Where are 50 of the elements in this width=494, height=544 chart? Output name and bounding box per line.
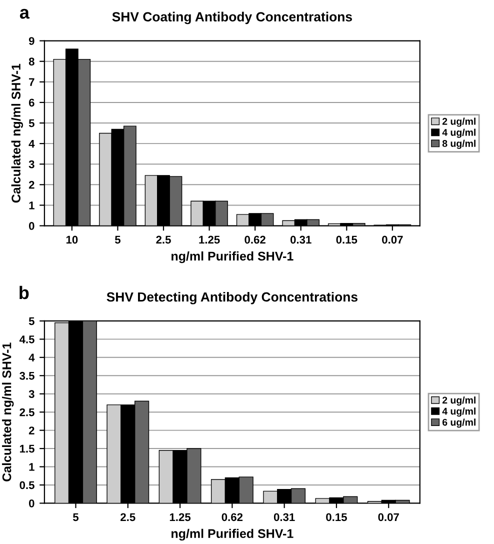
legend-label: 6 ug/ml bbox=[442, 418, 476, 428]
y-tick-label: 3.5 bbox=[20, 372, 34, 380]
chart-title: SHV Coating Antibody Concentrations bbox=[112, 12, 352, 24]
y-tick-label: 0 bbox=[29, 222, 34, 230]
x-tick-label: 0.07 bbox=[382, 236, 403, 244]
x-axis-title: ng/ml Purified SHV-1 bbox=[172, 528, 294, 541]
legend-label: 4 ug/ml bbox=[442, 128, 476, 138]
x-tick-label: 2.5 bbox=[156, 236, 171, 244]
y-tick-label: 1.5 bbox=[20, 444, 34, 453]
legend-label: 8 ug/ml bbox=[442, 140, 476, 149]
y-tick-label: 5 bbox=[28, 317, 34, 326]
x-tick-label: 0.15 bbox=[336, 236, 358, 244]
legend-label: 2 ug/ml bbox=[442, 118, 476, 127]
y-tick-label: 2 bbox=[28, 426, 34, 434]
text: b bbox=[20, 286, 29, 300]
y-tick-label: 1 bbox=[29, 202, 34, 210]
x-tick-label: 1.25 bbox=[170, 513, 191, 522]
x-tick-label: 2.5 bbox=[120, 513, 136, 522]
y-tick-label: 7 bbox=[29, 78, 34, 86]
x-tick-label: 5 bbox=[73, 513, 79, 522]
y-tick-label: 6 bbox=[28, 98, 34, 107]
y-tick-label: 2 bbox=[28, 180, 34, 189]
y-tick-label: 8 bbox=[28, 58, 34, 66]
legend-label: 2 ug/ml bbox=[442, 396, 476, 406]
y-tick-label: 3 bbox=[28, 160, 34, 168]
x-tick-label: 1.25 bbox=[199, 236, 220, 244]
y-tick-label: 4 bbox=[28, 140, 35, 148]
x-tick-label: 0.15 bbox=[326, 513, 347, 522]
x-tick-label: 0.31 bbox=[274, 513, 295, 522]
y-tick-label: 4.5 bbox=[19, 336, 34, 344]
y-tick-label: 9 bbox=[28, 37, 34, 45]
x-tick-label: 0.62 bbox=[222, 513, 243, 522]
y-tick-label: 2.5 bbox=[20, 408, 34, 416]
y-axis-title: Calculated ng/ml SHV-1 bbox=[2, 342, 14, 482]
x-tick-label: 5 bbox=[114, 236, 120, 244]
y-axis-title: Calculated ng/ml SHV-1 bbox=[11, 64, 24, 203]
y-tick-label: 1 bbox=[29, 463, 34, 471]
x-tick-label: 0.07 bbox=[378, 513, 399, 522]
y-tick-label: 0 bbox=[29, 499, 34, 508]
chart-title: SHV Detecting Antibody Concentrations bbox=[106, 292, 358, 304]
x-axis-title: ng/ml Purified SHV-1 bbox=[172, 251, 294, 264]
x-tick-label: 0.31 bbox=[290, 236, 312, 244]
y-tick-label: 0.5 bbox=[20, 481, 34, 490]
x-tick-label: 0.62 bbox=[244, 236, 266, 244]
x-tick-label: 10 bbox=[66, 236, 78, 244]
legend-label: 4 ug/ml bbox=[442, 408, 476, 417]
text: a bbox=[20, 8, 30, 19]
y-tick-label: 3 bbox=[28, 390, 34, 398]
y-tick-label: 4 bbox=[28, 354, 35, 362]
y-tick-label: 5 bbox=[28, 119, 34, 128]
